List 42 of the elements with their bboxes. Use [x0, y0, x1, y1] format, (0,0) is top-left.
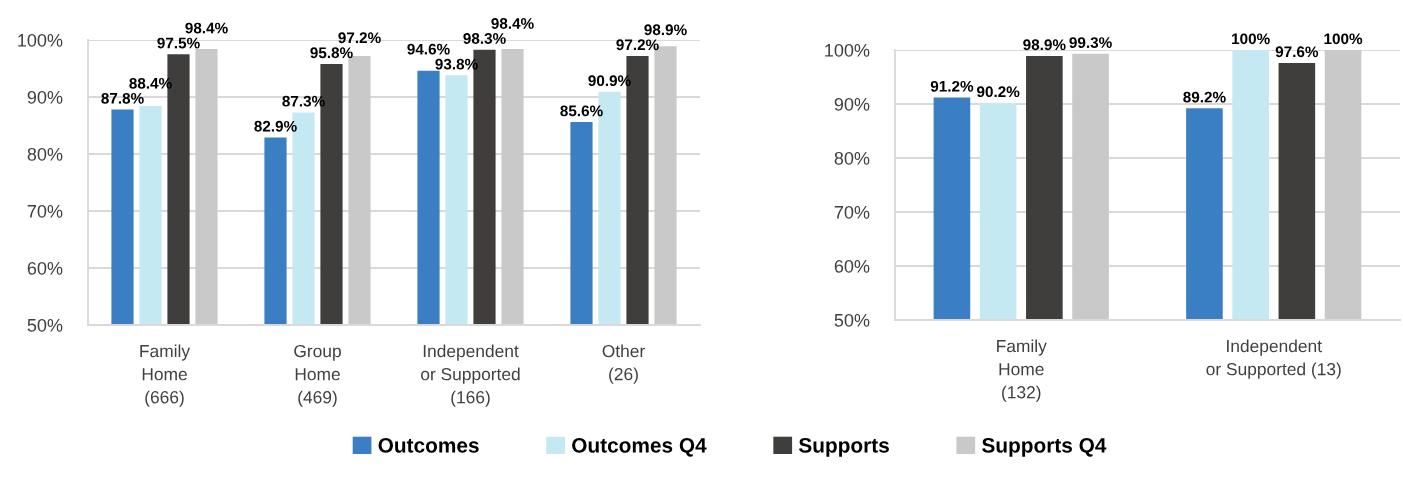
- y-tick-label: 50%: [27, 318, 63, 332]
- data-label: 97.2%: [338, 32, 381, 44]
- data-label: 98.9%: [644, 24, 687, 36]
- data-label: 98.3%: [463, 33, 506, 44]
- data-label: 90.2%: [977, 86, 1020, 98]
- y-tick-label: 90%: [27, 90, 63, 104]
- legend-label: Outcomes: [378, 437, 479, 453]
- y-tick-label: 50%: [834, 313, 870, 327]
- x-tick-label: Other (26): [602, 344, 645, 384]
- data-label: 99.3%: [1069, 37, 1112, 48]
- data-label: 97.5%: [157, 37, 200, 49]
- data-label: 98.4%: [491, 18, 534, 29]
- data-label: 94.6%: [407, 43, 450, 55]
- y-tick-label: 80%: [834, 151, 870, 165]
- legend-label: Outcomes Q4: [572, 437, 707, 457]
- y-tick-label: 100%: [825, 43, 870, 57]
- data-label: 82.9%: [254, 120, 297, 132]
- y-tick-label: 60%: [27, 261, 63, 275]
- y-tick-label: 70%: [834, 205, 870, 219]
- data-label: 89.2%: [1183, 91, 1226, 103]
- x-tick-label: Group Home (469): [294, 344, 341, 407]
- y-tick-label: 70%: [27, 204, 63, 218]
- data-label: 97.2%: [616, 39, 659, 51]
- legend-label: Supports Q4: [982, 437, 1107, 457]
- data-label: 100%: [1324, 33, 1363, 45]
- data-label: 98.4%: [185, 22, 228, 34]
- data-label: 95.8%: [310, 47, 353, 59]
- y-tick-label: 90%: [834, 97, 870, 111]
- data-label: 98.9%: [1023, 39, 1066, 51]
- y-tick-label: 80%: [27, 147, 63, 161]
- x-tick-label: Independent or Supported (13): [1206, 339, 1341, 379]
- x-tick-label: Independent or Supported (166): [421, 344, 520, 407]
- x-tick-label: Family Home (666): [140, 344, 191, 407]
- data-label: 91.2%: [930, 80, 974, 92]
- y-tick-label: 60%: [834, 259, 870, 273]
- data-label: 97.6%: [1275, 46, 1319, 58]
- data-label: 87.8%: [101, 92, 144, 104]
- x-tick-label: Family Home (132): [997, 339, 1047, 402]
- legend-label: Supports: [798, 437, 889, 457]
- data-label: 85.6%: [560, 105, 603, 117]
- data-label: 100%: [1232, 33, 1270, 45]
- y-tick-label: 100%: [18, 33, 63, 47]
